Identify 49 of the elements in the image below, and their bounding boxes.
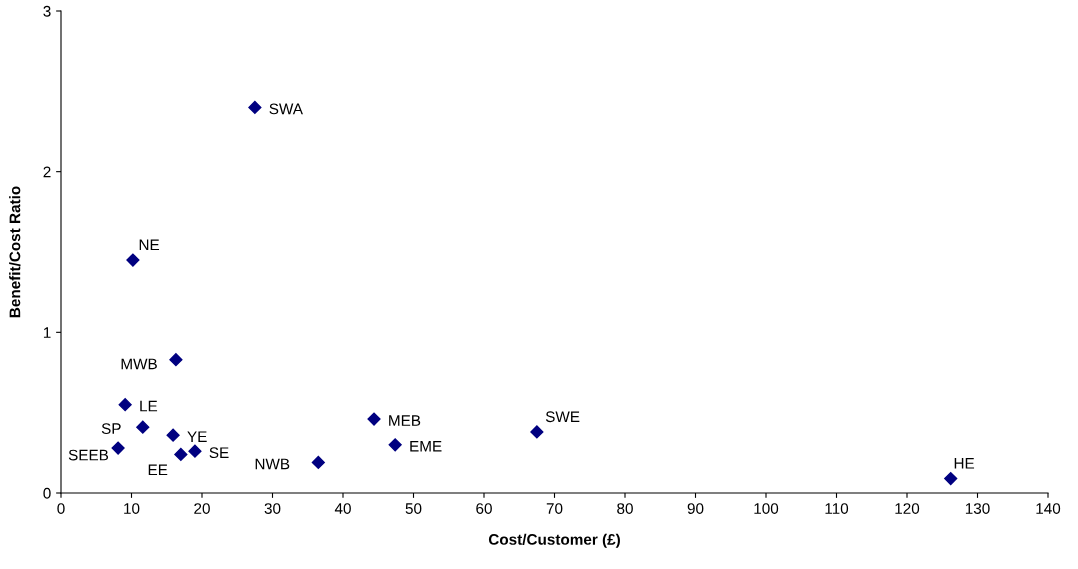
x-tick-label: 90 <box>687 503 704 514</box>
x-tick-label: 20 <box>194 503 210 514</box>
point <box>126 253 140 267</box>
point <box>530 425 544 439</box>
y-axis-title: Benefit/Cost Ratio <box>9 186 21 318</box>
x-tick-label: 110 <box>825 503 849 514</box>
x-tick-label: 60 <box>476 503 492 514</box>
annotation: LE <box>140 400 158 412</box>
point <box>388 438 402 452</box>
y-tick-label: 2 <box>43 166 51 178</box>
annotation: YE <box>187 431 207 442</box>
x-tick-label: 0 <box>57 503 65 514</box>
x-tick-label: 100 <box>754 503 779 514</box>
x-tick-label: 80 <box>617 503 633 514</box>
point <box>118 398 132 412</box>
point <box>311 455 325 470</box>
x-tick-label: 30 <box>264 503 281 514</box>
point <box>166 428 180 442</box>
point <box>944 471 958 486</box>
annotation: SP <box>101 423 121 435</box>
x-tick-label: 140 <box>1036 503 1061 514</box>
x-axis-title: Cost/Customer (£) <box>488 533 620 548</box>
annotation: MEB <box>389 415 421 426</box>
x-tick-label: 10 <box>124 503 140 514</box>
annotation: NE <box>139 239 160 251</box>
x-tick-label: 130 <box>965 503 990 514</box>
annotation: HE <box>954 458 975 469</box>
point <box>188 444 202 458</box>
annotation: SE <box>209 447 229 459</box>
annotation: SWA <box>269 103 303 115</box>
annotation: SEEB <box>68 449 109 461</box>
y-tick-label: 0 <box>43 487 51 499</box>
y-tick-label: 1 <box>43 327 51 338</box>
annotation: MWB <box>121 358 157 370</box>
x-tick-label: 70 <box>546 503 563 514</box>
annotation: EME <box>410 441 442 452</box>
x-tick-label: 40 <box>334 503 351 514</box>
point <box>136 420 150 434</box>
annotation: EE <box>148 464 168 476</box>
y-tick-label: 3 <box>43 5 51 17</box>
annotation: SWE <box>545 411 580 423</box>
point <box>169 353 183 367</box>
point <box>248 100 262 114</box>
annotation: NWB <box>255 458 290 470</box>
x-tick-label: 120 <box>895 503 920 514</box>
point <box>367 412 381 426</box>
point <box>174 447 188 462</box>
point <box>111 441 125 455</box>
x-tick-label: 50 <box>405 503 422 514</box>
